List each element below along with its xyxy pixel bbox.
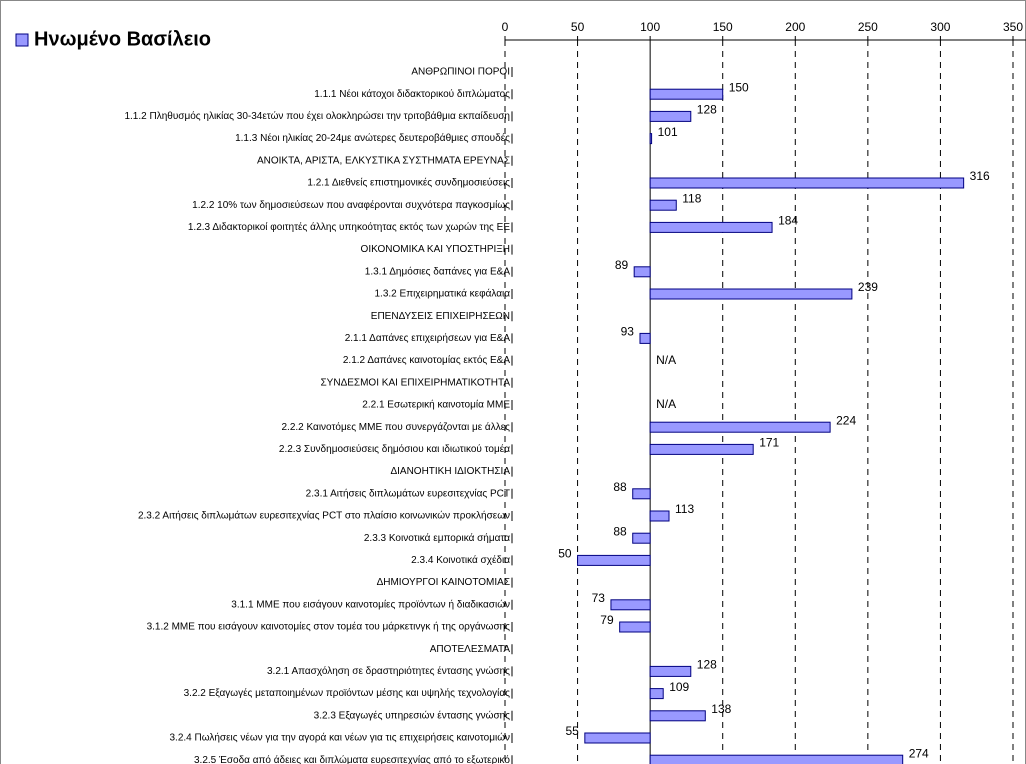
y-tick-label: ΔΙΑΝΟΗΤΙΚΗ ΙΔΙΟΚΤΗΣΙΑ: [390, 466, 510, 477]
bar: [649, 688, 664, 700]
x-tick-label: 250: [858, 20, 878, 34]
bar: [633, 266, 651, 278]
bar: [632, 488, 651, 500]
y-tick-label: 1.3.2 Επιχειρηματικά κεφάλαια: [375, 288, 511, 300]
y-tick-label: 1.2.1 Διεθνείς επιστημονικές συνδημοσιεύ…: [307, 177, 510, 189]
y-tick-label: ΕΠΕΝΔΥΣΕΙΣ ΕΠΙΧΕΙΡΗΣΕΩΝ: [371, 311, 510, 322]
value-label: 239: [858, 280, 878, 294]
y-tick-label: 1.1.3 Νέοι ηλικίας 20-24με ανώτερες δευτ…: [235, 132, 510, 144]
bar: [632, 532, 651, 544]
value-label: 73: [592, 591, 606, 605]
y-tick-label: ΑΝΘΡΩΠΙΝΟΙ ΠΟΡΟΙ: [411, 67, 510, 78]
bar: [639, 332, 651, 344]
value-label: 171: [759, 436, 779, 450]
value-label: 224: [836, 413, 856, 427]
y-tick-label: 3.2.1 Απασχόληση σε δραστηριότητες έντασ…: [267, 665, 510, 677]
value-label: 128: [697, 658, 717, 672]
y-tick-label: 1.1.2 Πληθυσμός ηλικίας 30-34ετών που έχ…: [124, 110, 510, 122]
value-label: 150: [729, 80, 749, 94]
value-label: 138: [711, 702, 731, 716]
bar: [649, 88, 724, 100]
y-tick-label: 2.3.1 Αιτήσεις διπλωμάτων ευρεσιτεχνίας …: [306, 487, 510, 499]
y-tick-label: 1.1.1 Νέοι κάτοχοι διδακτορικού διπλώματ…: [314, 88, 510, 100]
y-tick-label: 2.2.1 Εσωτερική καινοτομία ΜΜΕ: [362, 399, 510, 411]
bar: [610, 599, 651, 611]
value-label: 113: [675, 502, 694, 516]
y-tick-label: 3.2.5 Έσοδα από άδειες και διπλώματα ευρ…: [194, 754, 510, 764]
x-tick-label: 50: [571, 20, 585, 34]
value-label: 118: [682, 191, 701, 205]
bar: [649, 710, 706, 722]
y-tick-label: 1.3.1 Δημόσιες δαπάνες για Ε&Α: [365, 265, 511, 277]
bar: [584, 732, 651, 744]
bar: [649, 665, 692, 677]
bar: [649, 177, 965, 189]
value-label: N/A: [656, 397, 676, 411]
value-label: N/A: [656, 353, 676, 367]
y-tick-label: 3.1.2 ΜΜΕ που εισάγουν καινοτομίες στον …: [147, 621, 511, 633]
bar: [649, 199, 677, 211]
bar: [649, 110, 692, 122]
y-tick-label: 2.1.1 Δαπάνες επιχειρήσεων για Ε&Α: [345, 332, 511, 344]
y-tick-label: ΑΠΟΤΕΛΕΣΜΑΤΑ: [430, 644, 511, 655]
legend-swatch: [15, 33, 29, 47]
y-tick-label: 2.2.2 Καινοτόμες ΜΜΕ που συνεργάζονται μ…: [281, 421, 510, 433]
x-tick-label: 150: [713, 20, 733, 34]
x-tick-label: 350: [1003, 20, 1023, 34]
bar: [619, 621, 651, 633]
y-tick-label: 2.3.3 Κοινοτικά εμπορικά σήματα: [364, 532, 510, 544]
bar: [649, 510, 670, 522]
y-tick-label: 3.2.4 Πωλήσεις νέων για την αγορά και νέ…: [170, 732, 511, 744]
y-tick-label: 2.3.4 Κοινοτικά σχέδια: [411, 554, 510, 566]
legend-label: Ηνωμένο Βασίλειο: [34, 28, 211, 50]
y-tick-label: 2.1.2 Δαπάνες καινοτομίας εκτός Ε&Α: [343, 354, 510, 366]
y-tick-label: 1.2.3 Διδακτορικοί φοιτητές άλλης υπηκοό…: [188, 221, 510, 233]
bar: [649, 133, 653, 145]
value-label: 93: [621, 325, 635, 339]
bar: [577, 554, 651, 566]
y-tick-label: 1.2.2 10% των δημοσιεύσεων που αναφέροντ…: [192, 199, 510, 211]
y-tick-label: ΔΗΜΙΟΥΡΓΟΙ ΚΑΙΝΟΤΟΜΙΑΣ: [377, 577, 510, 588]
bar: [649, 288, 853, 300]
value-label: 89: [615, 258, 629, 272]
y-tick-label: ΟΙΚΟΝΟΜΙΚΑ ΚΑΙ ΥΠΟΣΤΗΡΙΞΗ: [361, 244, 510, 255]
value-label: 128: [697, 103, 717, 117]
value-label: 274: [909, 746, 929, 760]
bar: [649, 443, 754, 455]
value-label: 50: [558, 547, 572, 561]
value-label: 55: [565, 724, 579, 738]
value-label: 316: [970, 169, 990, 183]
x-tick-label: 0: [502, 20, 509, 34]
x-tick-label: 200: [785, 20, 805, 34]
value-label: 88: [613, 524, 627, 538]
value-label: 109: [669, 680, 689, 694]
y-tick-label: 2.3.2 Αιτήσεις διπλωμάτων ευρεσιτεχνίας …: [138, 510, 510, 522]
bar: [649, 221, 773, 233]
bar: [649, 754, 904, 764]
value-label: 88: [613, 480, 627, 494]
y-tick-label: 3.2.3 Εξαγωγές υπηρεσιών έντασης γνώσης: [314, 709, 511, 721]
x-tick-label: 300: [930, 20, 950, 34]
y-tick-label: 3.2.2 Εξαγωγές μεταποιημένων προϊόντων μ…: [184, 687, 511, 699]
value-label: 79: [600, 613, 614, 627]
x-tick-label: 100: [640, 20, 660, 34]
bar: [649, 421, 831, 433]
y-tick-label: 3.1.1 ΜΜΕ που εισάγουν καινοτομίες προϊό…: [231, 598, 510, 610]
value-label: 184: [778, 214, 798, 228]
y-tick-label: ΑΝΟΙΚΤΑ, ΑΡΙΣΤΑ, ΕΛΚΥΣΤΙΚΑ ΣΥΣΤΗΜΑΤΑ ΕΡΕ…: [257, 155, 510, 166]
y-tick-label: 2.2.3 Συνδημοσιεύσεις δημόσιου και ιδιωτ…: [279, 443, 510, 455]
y-tick-label: ΣΥΝΔΕΣΜΟΙ ΚΑΙ ΕΠΙΧΕΙΡΗΜΑΤΙΚΟΤΗΤΑ: [321, 377, 511, 388]
value-label: 101: [658, 125, 678, 139]
